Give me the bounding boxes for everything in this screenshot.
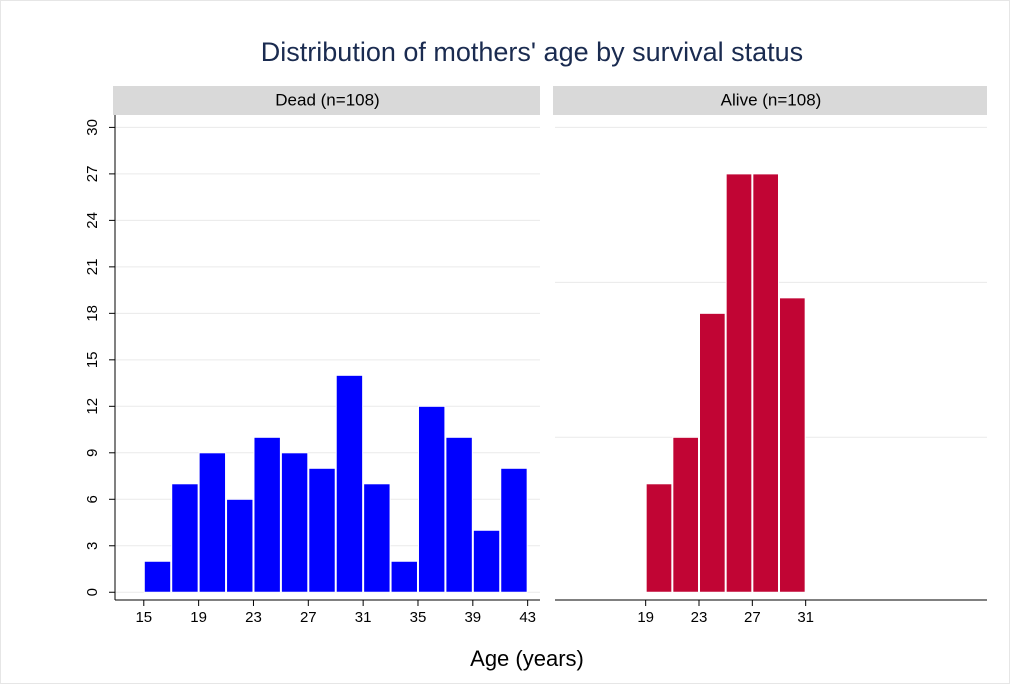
bar — [472, 529, 501, 593]
y-tick-label: 24 — [84, 212, 101, 229]
bar — [335, 374, 364, 593]
bar — [645, 483, 673, 593]
bar — [752, 173, 779, 593]
y-tick-label: 9 — [84, 449, 101, 457]
x-tick-label: 31 — [797, 609, 814, 626]
bar — [280, 452, 309, 593]
bar — [445, 436, 473, 593]
bar — [779, 297, 806, 593]
bar — [253, 436, 281, 593]
y-tick-label: 15 — [84, 351, 101, 368]
panel-header — [553, 86, 987, 115]
x-tick-label: 43 — [519, 609, 536, 626]
y-tick-label: 21 — [84, 259, 101, 276]
panel-title: Alive (n=108) — [721, 90, 822, 109]
x-tick-label: 35 — [410, 609, 427, 626]
bar — [226, 498, 254, 593]
bar — [672, 436, 699, 593]
bar — [308, 467, 336, 593]
y-tick-label: 6 — [84, 495, 101, 503]
y-tick-label: 18 — [84, 305, 101, 322]
bar — [198, 452, 227, 593]
x-tick-label: 15 — [135, 609, 152, 626]
x-tick-label: 27 — [300, 609, 317, 626]
bar — [363, 483, 391, 593]
panel-header — [113, 86, 540, 115]
panel-title: Dead (n=108) — [275, 90, 379, 109]
bar — [500, 467, 528, 593]
bar — [143, 560, 172, 593]
bar — [417, 405, 446, 593]
chart-title: Distribution of mothers' age by survival… — [261, 37, 803, 67]
x-tick-label: 23 — [691, 609, 708, 626]
bar — [390, 560, 418, 593]
bar — [725, 173, 753, 593]
y-tick-label: 30 — [84, 119, 101, 136]
x-tick-label: 39 — [464, 609, 481, 626]
bar — [171, 483, 199, 593]
y-tick-label: 0 — [84, 588, 101, 596]
x-axis-label: Age (years) — [470, 646, 584, 671]
x-tick-label: 31 — [355, 609, 372, 626]
y-tick-label: 12 — [84, 398, 101, 415]
y-tick-label: 3 — [84, 542, 101, 550]
x-tick-label: 19 — [190, 609, 207, 626]
y-tick-label: 27 — [84, 166, 101, 183]
bar — [699, 312, 726, 593]
x-tick-label: 19 — [637, 609, 654, 626]
x-tick-label: 23 — [245, 609, 262, 626]
x-tick-label: 27 — [744, 609, 761, 626]
